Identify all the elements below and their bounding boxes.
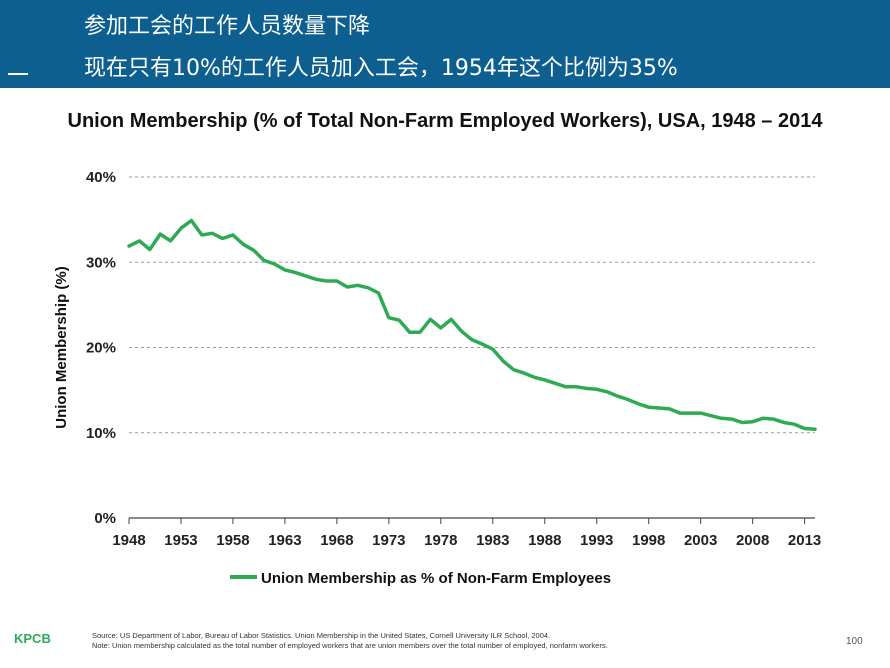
x-tick-label: 1963	[268, 532, 301, 549]
kpcb-logo: KPCB	[14, 631, 51, 646]
x-tick-label: 1958	[216, 532, 249, 549]
x-tick-label: 1948	[112, 532, 145, 549]
chart-title: Union Membership (% of Total Non-Farm Em…	[67, 110, 823, 132]
x-tick-label: 2013	[788, 532, 821, 549]
y-tick-label: 0%	[94, 510, 116, 527]
x-tick-label: 1953	[164, 532, 197, 549]
x-tick-label: 1993	[580, 532, 613, 549]
header-line-1: 参加工会的工作人员数量下降	[84, 14, 371, 39]
x-tick-label: 1983	[476, 532, 509, 549]
series-line-union-membership	[127, 218, 817, 432]
source-note: Source: US Department of Labor, Bureau o…	[92, 631, 608, 651]
x-tick-label: 1968	[320, 532, 353, 549]
x-tick-label: 1978	[424, 532, 457, 549]
y-tick-label: 30%	[86, 254, 116, 271]
page-number: 100	[846, 636, 863, 647]
source-line-2: Note: Union membership calculated as the…	[92, 641, 608, 650]
x-tick-label: 1998	[632, 532, 665, 549]
source-line-1: Source: US Department of Labor, Bureau o…	[92, 631, 551, 640]
header-banner: 参加工会的工作人员数量下降 现在只有10%的工作人员加入工会，1954年这个比例…	[0, 0, 890, 88]
y-tick-label: 20%	[86, 340, 116, 357]
y-tick-label: 40%	[86, 169, 116, 186]
y-axis-title: Union Membership (%)	[53, 266, 70, 429]
header-line-2: 现在只有10%的工作人员加入工会，1954年这个比例为35%	[84, 56, 678, 81]
x-tick-label: 2008	[736, 532, 769, 549]
x-tick-label: 2003	[684, 532, 717, 549]
legend-label: Union Membership as % of Non-Farm Employ…	[261, 570, 611, 587]
y-tick-label: 10%	[86, 425, 116, 442]
x-tick-label: 1973	[372, 532, 405, 549]
header-dash	[8, 73, 28, 75]
x-tick-label: 1988	[528, 532, 561, 549]
